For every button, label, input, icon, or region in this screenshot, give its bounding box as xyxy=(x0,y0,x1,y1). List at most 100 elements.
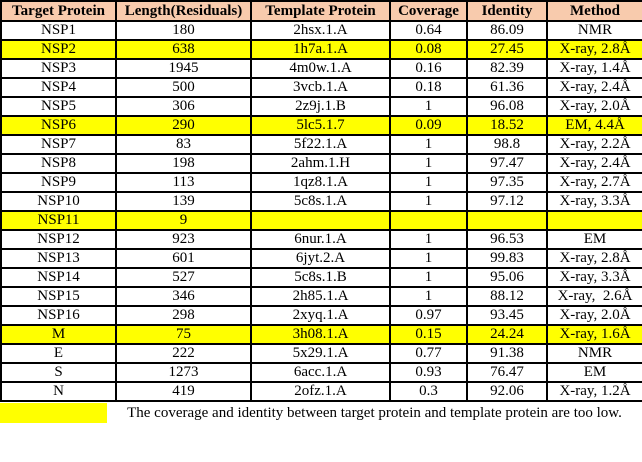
column-header-template-protein: Template Protein xyxy=(250,0,391,22)
cell-nsp7-template-protein: 5f22.1.A xyxy=(250,134,391,155)
cell-nsp6-identity: 18.52 xyxy=(466,115,548,136)
cell-nsp6-length-residuals: 290 xyxy=(115,115,252,136)
table-row-nsp2: NSP2 638 1h7a.1.A 0.08 27.45 X-ray, 2.8Å xyxy=(0,39,642,60)
column-header-method: Method xyxy=(546,0,642,22)
table-header-row: Target Protein Length(Residuals) Template … xyxy=(0,0,642,22)
cell-nsp12-target-protein: NSP12 xyxy=(0,229,117,250)
cell-e-method: NMR xyxy=(546,343,642,364)
protein-homology-table: Target Protein Length(Residuals) Template … xyxy=(0,0,642,402)
cell-nsp15-method: X-ray, 2.6Å xyxy=(546,286,642,307)
table-row-nsp13: NSP13 601 6jyt.2.A 1 99.83 X-ray, 2.8Å xyxy=(0,248,642,269)
cell-nsp2-length-residuals: 638 xyxy=(115,39,252,60)
cell-nsp8-length-residuals: 198 xyxy=(115,153,252,174)
cell-e-identity: 91.38 xyxy=(466,343,548,364)
cell-nsp15-length-residuals: 346 xyxy=(115,286,252,307)
footnote-text: The coverage and identity between target… xyxy=(127,404,622,421)
cell-e-coverage: 0.77 xyxy=(389,343,468,364)
cell-nsp5-method: X-ray, 2.0Å xyxy=(546,96,642,117)
footnote-row: The coverage and identity between target… xyxy=(0,402,642,423)
cell-nsp2-method: X-ray, 2.8Å xyxy=(546,39,642,60)
table-row-nsp7: NSP7 83 5f22.1.A 1 98.8 X-ray, 2.2Å xyxy=(0,134,642,155)
cell-nsp3-target-protein: NSP3 xyxy=(0,58,117,79)
cell-s-length-residuals: 1273 xyxy=(115,362,252,383)
table-row-nsp3: NSP3 1945 4m0w.1.A 0.16 82.39 X-ray, 1.4Å xyxy=(0,58,642,79)
cell-n-coverage: 0.3 xyxy=(389,381,468,402)
cell-nsp15-target-protein: NSP15 xyxy=(0,286,117,307)
table-row-nsp16: NSP16 298 2xyq.1.A 0.97 93.45 X-ray, 2.0Å xyxy=(0,305,642,326)
cell-nsp16-identity: 93.45 xyxy=(466,305,548,326)
cell-nsp5-length-residuals: 306 xyxy=(115,96,252,117)
cell-nsp5-coverage: 1 xyxy=(389,96,468,117)
cell-nsp8-target-protein: NSP8 xyxy=(0,153,117,174)
cell-nsp11-target-protein: NSP11 xyxy=(0,210,117,231)
cell-nsp15-coverage: 1 xyxy=(389,286,468,307)
cell-s-coverage: 0.93 xyxy=(389,362,468,383)
column-header-coverage: Coverage xyxy=(389,0,468,22)
cell-nsp4-coverage: 0.18 xyxy=(389,77,468,98)
cell-nsp14-coverage: 1 xyxy=(389,267,468,288)
table-body: NSP1 180 2hsx.1.A 0.64 86.09 NMR NSP2 638 1h7a.1… xyxy=(0,20,642,402)
cell-nsp6-template-protein: 5lc5.1.7 xyxy=(250,115,391,136)
cell-nsp13-method: X-ray, 2.8Å xyxy=(546,248,642,269)
cell-nsp12-identity: 96.53 xyxy=(466,229,548,250)
table-row-nsp4: NSP4 500 3vcb.1.A 0.18 61.36 X-ray, 2.4Å xyxy=(0,77,642,98)
cell-m-identity: 24.24 xyxy=(466,324,548,345)
cell-nsp8-identity: 97.47 xyxy=(466,153,548,174)
table-row-nsp5: NSP5 306 2z9j.1.B 1 96.08 X-ray, 2.0Å xyxy=(0,96,642,117)
cell-n-template-protein: 2ofz.1.A xyxy=(250,381,391,402)
cell-nsp4-method: X-ray, 2.4Å xyxy=(546,77,642,98)
cell-nsp9-coverage: 1 xyxy=(389,172,468,193)
cell-nsp14-template-protein: 5c8s.1.B xyxy=(250,267,391,288)
cell-nsp3-identity: 82.39 xyxy=(466,58,548,79)
cell-nsp14-method: X-ray, 3.3Å xyxy=(546,267,642,288)
cell-nsp8-method: X-ray, 2.4Å xyxy=(546,153,642,174)
cell-nsp6-method: EM, 4.4Å xyxy=(546,115,642,136)
cell-nsp10-length-residuals: 139 xyxy=(115,191,252,212)
cell-nsp13-coverage: 1 xyxy=(389,248,468,269)
cell-nsp11-length-residuals: 9 xyxy=(115,210,252,231)
cell-nsp14-target-protein: NSP14 xyxy=(0,267,117,288)
column-header-target-protein: Target Protein xyxy=(0,0,117,22)
table-row-nsp10: NSP10 139 5c8s.1.A 1 97.12 X-ray, 3.3Å xyxy=(0,191,642,212)
cell-nsp11-identity xyxy=(466,210,548,231)
cell-nsp2-template-protein: 1h7a.1.A xyxy=(250,39,391,60)
cell-nsp16-template-protein: 2xyq.1.A xyxy=(250,305,391,326)
cell-nsp1-target-protein: NSP1 xyxy=(0,20,117,41)
cell-nsp7-method: X-ray, 2.2Å xyxy=(546,134,642,155)
cell-nsp8-coverage: 1 xyxy=(389,153,468,174)
highlight-legend-swatch xyxy=(0,402,107,423)
table-row-nsp9: NSP9 113 1qz8.1.A 1 97.35 X-ray, 2.7Å xyxy=(0,172,642,193)
table-row-s: S 1273 6acc.1.A 0.93 76.47 EM xyxy=(0,362,642,383)
cell-nsp1-length-residuals: 180 xyxy=(115,20,252,41)
cell-nsp13-template-protein: 6jyt.2.A xyxy=(250,248,391,269)
cell-nsp10-identity: 97.12 xyxy=(466,191,548,212)
table-row-nsp8: NSP8 198 2ahm.1.H 1 97.47 X-ray, 2.4Å xyxy=(0,153,642,174)
table-row-n: N 419 2ofz.1.A 0.3 92.06 X-ray, 1.2Å xyxy=(0,381,642,402)
cell-s-template-protein: 6acc.1.A xyxy=(250,362,391,383)
cell-nsp12-template-protein: 6nur.1.A xyxy=(250,229,391,250)
cell-m-length-residuals: 75 xyxy=(115,324,252,345)
cell-nsp4-target-protein: NSP4 xyxy=(0,77,117,98)
cell-s-identity: 76.47 xyxy=(466,362,548,383)
cell-nsp16-method: X-ray, 2.0Å xyxy=(546,305,642,326)
cell-nsp7-target-protein: NSP7 xyxy=(0,134,117,155)
table-row-nsp14: NSP14 527 5c8s.1.B 1 95.06 X-ray, 3.3Å xyxy=(0,267,642,288)
cell-nsp9-method: X-ray, 2.7Å xyxy=(546,172,642,193)
cell-nsp2-target-protein: NSP2 xyxy=(0,39,117,60)
table-row-nsp6: NSP6 290 5lc5.1.7 0.09 18.52 EM, 4.4Å xyxy=(0,115,642,136)
column-header-identity: Identity xyxy=(466,0,548,22)
cell-m-template-protein: 3h08.1.A xyxy=(250,324,391,345)
cell-nsp3-length-residuals: 1945 xyxy=(115,58,252,79)
cell-nsp14-length-residuals: 527 xyxy=(115,267,252,288)
cell-s-target-protein: S xyxy=(0,362,117,383)
cell-nsp7-coverage: 1 xyxy=(389,134,468,155)
cell-nsp12-method: EM xyxy=(546,229,642,250)
cell-nsp12-length-residuals: 923 xyxy=(115,229,252,250)
cell-nsp9-target-protein: NSP9 xyxy=(0,172,117,193)
cell-nsp16-coverage: 0.97 xyxy=(389,305,468,326)
cell-nsp10-method: X-ray, 3.3Å xyxy=(546,191,642,212)
cell-nsp1-identity: 86.09 xyxy=(466,20,548,41)
cell-nsp15-template-protein: 2h85.1.A xyxy=(250,286,391,307)
cell-nsp6-coverage: 0.09 xyxy=(389,115,468,136)
cell-m-coverage: 0.15 xyxy=(389,324,468,345)
